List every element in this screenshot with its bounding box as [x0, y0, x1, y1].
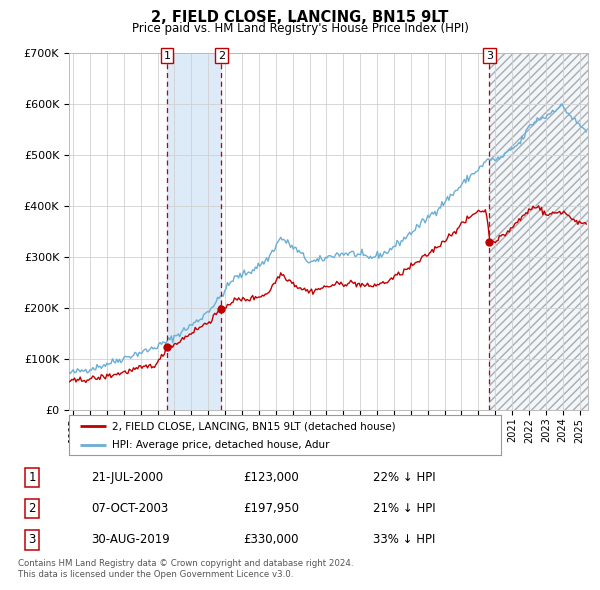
Text: £330,000: £330,000 [244, 533, 299, 546]
Text: 1: 1 [163, 51, 170, 61]
Text: 3: 3 [486, 51, 493, 61]
Text: 30-AUG-2019: 30-AUG-2019 [91, 533, 170, 546]
Text: Contains HM Land Registry data © Crown copyright and database right 2024.
This d: Contains HM Land Registry data © Crown c… [18, 559, 353, 579]
Bar [490, 53, 588, 410]
Text: HPI: Average price, detached house, Adur: HPI: Average price, detached house, Adur [112, 440, 330, 450]
Bar [490, 53, 588, 410]
Text: 2, FIELD CLOSE, LANCING, BN15 9LT: 2, FIELD CLOSE, LANCING, BN15 9LT [151, 10, 449, 25]
Text: £123,000: £123,000 [244, 471, 299, 484]
Text: 21% ↓ HPI: 21% ↓ HPI [373, 502, 436, 515]
Text: 1: 1 [28, 471, 36, 484]
Text: 33% ↓ HPI: 33% ↓ HPI [373, 533, 436, 546]
Text: 22% ↓ HPI: 22% ↓ HPI [373, 471, 436, 484]
Text: 3: 3 [28, 533, 36, 546]
Text: 21-JUL-2000: 21-JUL-2000 [91, 471, 163, 484]
Bar [167, 53, 221, 410]
Text: £197,950: £197,950 [244, 502, 299, 515]
Text: 2, FIELD CLOSE, LANCING, BN15 9LT (detached house): 2, FIELD CLOSE, LANCING, BN15 9LT (detac… [112, 421, 396, 431]
Text: 2: 2 [218, 51, 225, 61]
Text: 2: 2 [28, 502, 36, 515]
Text: 07-OCT-2003: 07-OCT-2003 [91, 502, 169, 515]
Text: Price paid vs. HM Land Registry's House Price Index (HPI): Price paid vs. HM Land Registry's House … [131, 22, 469, 35]
